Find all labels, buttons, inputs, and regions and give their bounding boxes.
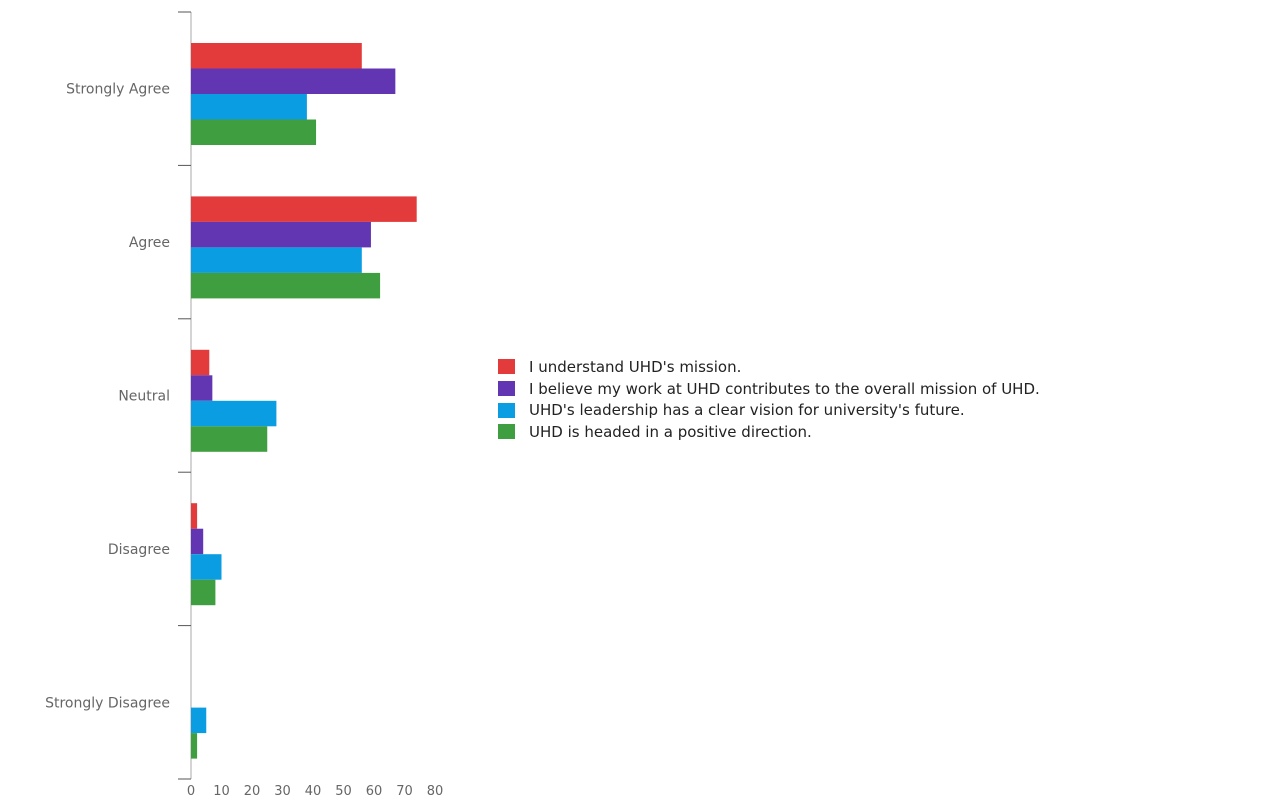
legend-item: I understand UHD's mission. [498,356,1040,378]
category-label: Strongly Agree [66,82,170,98]
x-tick-label: 10 [213,784,230,799]
bar [191,349,210,376]
bar [191,119,317,145]
legend: I understand UHD's mission. I believe my … [498,356,1040,443]
legend-item: UHD's leadership has a clear vision for … [498,399,1040,421]
x-tick-label: 80 [427,784,444,799]
legend-label: I believe my work at UHD contributes to … [529,379,1040,398]
labels-layer: Strongly Agree Agree Neutral Disagree Strong… [45,82,443,799]
bars-layer [191,43,417,759]
bar [191,554,222,580]
x-tick-label: 40 [305,784,322,799]
bar [191,272,381,299]
x-tick-label: 20 [244,784,261,799]
bar [191,426,268,452]
legend-label: UHD is headed in a positive direction. [529,422,812,441]
legend-swatch [498,402,515,418]
legend-label: I understand UHD's mission. [529,357,742,376]
category-label: Neutral [118,389,170,405]
bar [191,221,371,248]
x-tick-label: 50 [335,784,352,799]
bar [191,733,198,759]
legend-label: UHD's leadership has a clear vision for … [529,401,965,420]
axis-layer [178,11,192,780]
bar [191,43,362,69]
bar [191,375,213,401]
x-tick-label: 60 [366,784,383,799]
bar [191,400,277,427]
x-tick-label: 30 [274,784,291,799]
x-tick-label: 0 [187,784,195,799]
legend-swatch [498,381,515,397]
bar [191,196,417,222]
legend-item: UHD is headed in a positive direction. [498,421,1040,443]
bar [191,707,207,734]
legend-item: I believe my work at UHD contributes to … [498,378,1040,400]
bar [191,503,198,529]
legend-swatch [498,359,515,375]
bar [191,247,362,273]
legend-swatch [498,424,515,440]
bar [191,94,307,120]
bar [191,68,396,94]
category-label: Strongly Disagree [45,695,170,711]
category-label: Disagree [108,542,170,558]
bar [191,579,216,606]
bar [191,528,204,555]
category-label: Agree [129,235,170,251]
x-tick-label: 70 [396,784,413,799]
